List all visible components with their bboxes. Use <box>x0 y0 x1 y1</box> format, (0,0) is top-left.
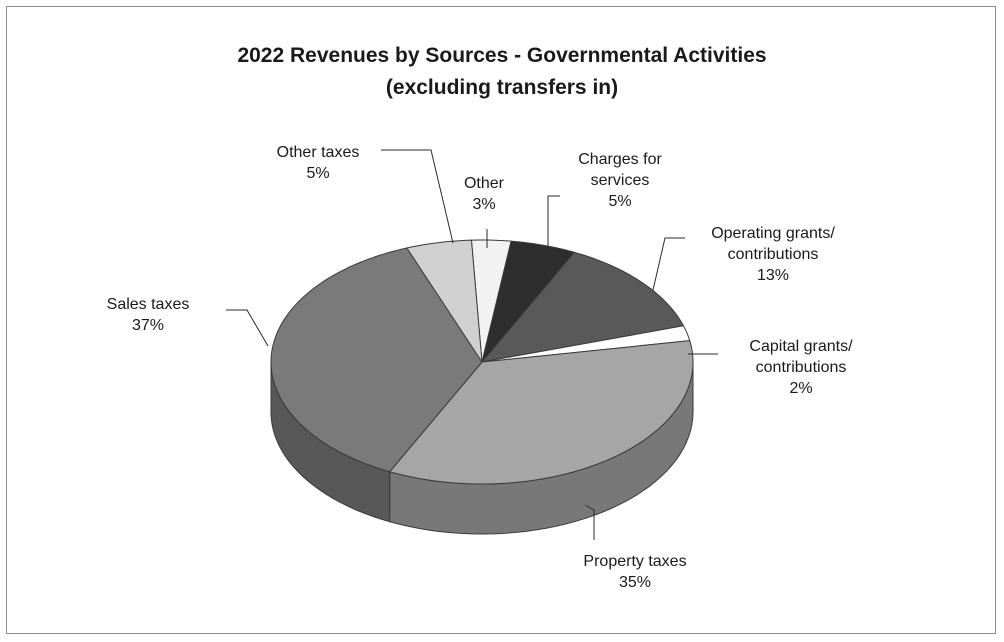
leader-line-charges-for-services <box>547 195 560 248</box>
slice-label-other-taxes: Other taxes 5% <box>277 144 360 182</box>
leader-line-sales-taxes <box>226 309 269 347</box>
pie-slices <box>270 239 694 485</box>
leader-line-property-taxes <box>584 504 595 540</box>
slice-label-property-taxes: Property taxes 35% <box>583 553 686 591</box>
slice-label-capital-grants-contributions: Capital grants/contributions 2% <box>749 338 853 397</box>
pie-slice-capital-grants-contributions <box>481 325 691 363</box>
slice-labels: Other 3% Charges for services 5% Operating gr… <box>107 144 853 591</box>
pie-slice-sales-taxes <box>270 247 483 473</box>
slice-label-sales-taxes: Sales taxes 37% <box>107 296 190 334</box>
leader-line-operating-grants-contributions <box>652 237 685 291</box>
chart-title: 2022 Revenues by Sources - Governmental … <box>237 44 766 67</box>
slice-label-other: Other 3% <box>464 175 505 213</box>
pie-slice-charges-for-services <box>481 240 576 363</box>
pie-slice-other-taxes <box>406 239 483 363</box>
pie-slice-other <box>470 239 512 363</box>
leader-line-other-taxes <box>381 149 454 244</box>
chart-subtitle: (excluding transfers in) <box>386 76 618 99</box>
slice-label-operating-grants-contributions: Operating grants/contributions 13% <box>711 225 835 284</box>
pie-slice-property-taxes <box>388 340 694 485</box>
slice-label-charges-for-services: Charges for services 5% <box>578 151 662 210</box>
